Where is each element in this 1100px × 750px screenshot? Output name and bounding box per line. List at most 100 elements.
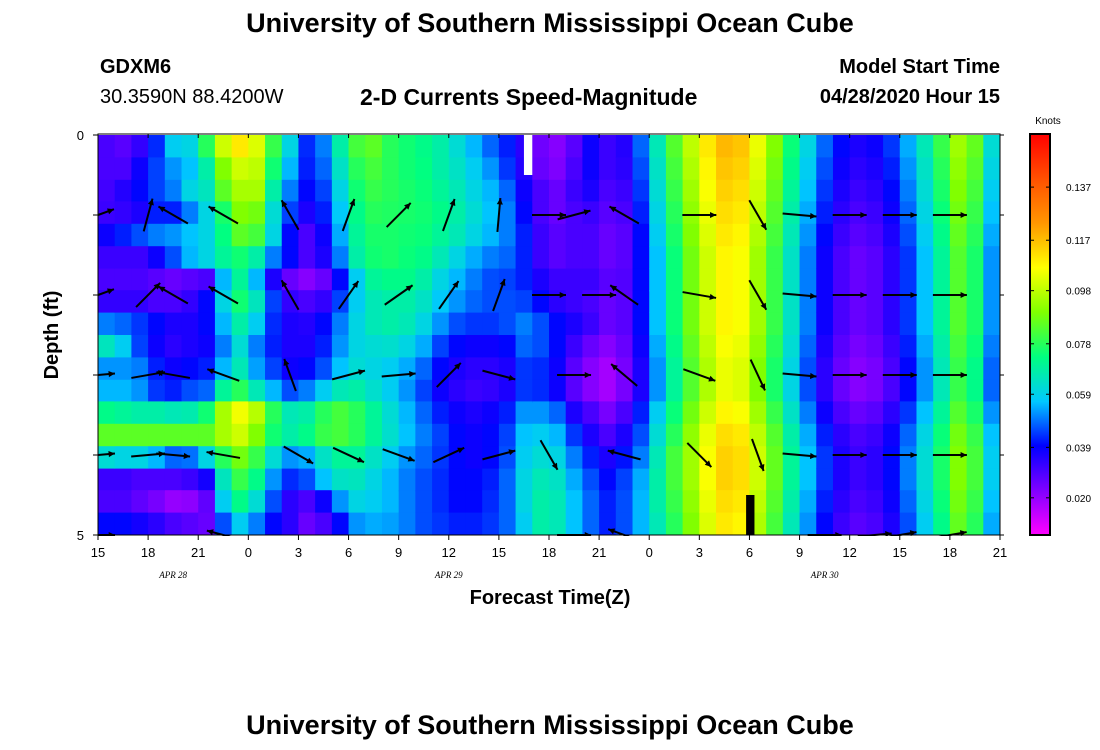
heatmap-cell [331,290,350,314]
heatmap-cell [198,423,216,447]
heatmap-cell [966,290,984,314]
heatmap-cell [565,246,584,270]
heatmap-cell [331,246,350,270]
heatmap-cell [916,201,934,225]
heatmap-cell [365,335,383,358]
heatmap-cell [465,223,483,247]
heatmap-cell [398,512,416,536]
heatmap-cell [214,446,233,470]
heatmap-cell [482,357,500,381]
heatmap-cell [749,468,767,492]
current-vector [532,211,566,219]
heatmap-cell [114,357,133,381]
heatmap-cell [231,157,249,181]
heatmap-cell [866,423,884,447]
heatmap-cell [448,290,467,314]
heatmap-cell [866,201,884,225]
heatmap-cell [265,335,283,358]
missing-data-cell [746,495,755,535]
heatmap-cell [432,312,450,336]
heatmap-cell [114,490,133,514]
heatmap-cell [131,201,149,225]
heatmap-cell [649,201,667,225]
heatmap-cell [799,401,817,425]
heatmap-cell [983,335,1000,358]
heatmap-cell [549,312,567,336]
heatmap-cell [98,446,116,470]
colorbar-tick-label: 0.059 [1066,390,1091,401]
heatmap-cell [265,246,283,270]
heatmap-cell [816,335,834,358]
heatmap-cell [799,468,817,492]
heatmap-cell [465,379,483,403]
heatmap-cell [599,135,617,158]
heatmap-cell [649,335,667,358]
heatmap-cell [732,423,751,447]
heatmap-cell [248,135,266,158]
current-vector [557,209,591,221]
heatmap-cell [866,135,884,158]
heatmap-cell [415,157,433,181]
heatmap-cell [899,446,918,470]
heatmap-cell [298,512,316,536]
heatmap-cell [966,268,984,292]
heatmap-cell [265,423,283,447]
heatmap-cell [348,246,366,270]
heatmap-cell [866,290,884,314]
heatmap-cell [966,512,984,536]
heatmap-cell [749,379,767,403]
current-vector [98,208,115,217]
heatmap-cell [248,468,266,492]
heatmap-cell [365,423,383,447]
heatmap-cell [498,157,517,181]
heatmap-cell [298,290,316,314]
heatmap-cell [381,512,400,536]
heatmap-cell [949,135,968,158]
heatmap-cell [716,446,734,470]
heatmap-cell [549,357,567,381]
y-axis-title: Depth (ft) [41,291,63,380]
y-tick-label: 0 [77,128,84,143]
heatmap-cell [933,401,951,425]
heatmap-cell [949,157,968,181]
heatmap-cell [465,246,483,270]
heatmap-cell [699,446,717,470]
heatmap-cell [131,223,149,247]
heatmap-cell [532,157,550,181]
heatmap-cell [849,157,867,181]
heatmap-cell [699,157,717,181]
heatmap-cell [398,246,416,270]
heatmap-cell [131,401,149,425]
heatmap-cell [649,490,667,514]
heatmap-cell [599,223,617,247]
heatmap-cell [716,246,734,270]
heatmap-cell [749,246,767,270]
heatmap-cell [398,379,416,403]
heatmap-cell [615,157,634,181]
heatmap-cell [281,490,300,514]
heatmap-cell [248,268,266,292]
heatmap-cell [966,157,984,181]
heatmap-cell [565,223,584,247]
heatmap-cell [465,312,483,336]
heatmap-cell [131,490,149,514]
heatmap-cell [98,357,116,381]
heatmap-cell [248,357,266,381]
heatmap-cell [565,201,584,225]
heatmap-cell [682,246,700,270]
x-tick-label: 15 [893,545,907,560]
heatmap-cell [498,179,517,203]
heatmap-cell [231,468,249,492]
heatmap-cell [732,446,751,470]
current-vector [932,291,967,299]
heatmap-cell [732,201,751,225]
current-vector [492,278,506,312]
heatmap-cell [214,223,233,247]
heatmap-cell [933,512,951,536]
x-tick-label: 3 [295,545,302,560]
heatmap-cell [515,468,533,492]
heatmap-cell [198,446,216,470]
heatmap-cell [565,290,584,314]
heatmap-cell [381,379,400,403]
heatmap-cell [432,512,450,536]
